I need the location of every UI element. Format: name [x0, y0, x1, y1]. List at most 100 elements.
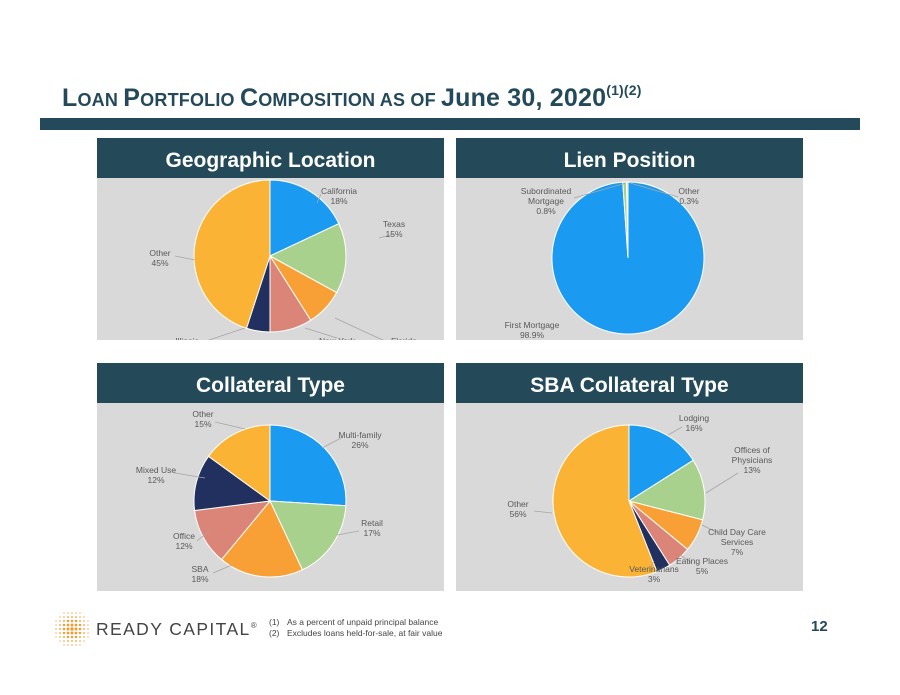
- lien-position-panel: Lien Position First Mortgage 98.9% Subordi…: [456, 138, 803, 340]
- logo-dot: [70, 635, 74, 639]
- logo-dot: [70, 639, 74, 643]
- logo-dot: [75, 612, 77, 614]
- logo-dot: [78, 627, 82, 631]
- logo-dot: [55, 636, 57, 638]
- leader-line: [629, 182, 679, 198]
- title-footnote-refs: (1)(2): [606, 82, 642, 98]
- logo-dot: [74, 619, 78, 623]
- collateral-type-pie: Multi-family 26% Retail 17% SBA 18% Office 12% M…: [136, 409, 383, 584]
- slice-label-eating-places: Eating Places 5%: [676, 556, 728, 576]
- slice-label-illinois: Illinois5%: [175, 336, 199, 340]
- logo-dot: [70, 619, 74, 623]
- logo-dot: [63, 640, 65, 642]
- logo-dot: [87, 620, 89, 622]
- logo-dot: [59, 636, 61, 638]
- leader-line: [573, 182, 627, 199]
- logo-dot: [83, 636, 85, 638]
- logo-dot: [78, 635, 82, 639]
- panel-title: SBA Collateral Type: [456, 363, 803, 409]
- logo-dot: [83, 616, 85, 618]
- title-rule: [40, 118, 860, 130]
- logo-dot: [83, 632, 85, 634]
- logo-dot: [79, 644, 81, 646]
- pie-slice-other: [626, 181, 629, 259]
- logo-dot: [62, 623, 66, 627]
- footnote: (1) As a percent of unpaid principal bala…: [269, 617, 439, 627]
- slice-label-office: Office 12%: [173, 531, 195, 551]
- logo-dot: [82, 627, 86, 631]
- logo-dot: [58, 627, 62, 631]
- panel-title: Geographic Location: [97, 138, 444, 184]
- logo-dots-icon: [55, 612, 89, 646]
- logo-dot: [62, 631, 66, 635]
- logo-dot: [71, 612, 73, 614]
- slice-label-new-york: New York9%: [319, 336, 356, 340]
- panel-title: Collateral Type: [97, 363, 444, 409]
- pie-slice-texas: [268, 222, 347, 294]
- slice-label-florida: Florida8%: [391, 336, 417, 340]
- logo-dot: [87, 636, 89, 638]
- logo-dot: [70, 631, 74, 635]
- logo-dot: [55, 628, 57, 630]
- slice-label-california: California 18%: [321, 186, 357, 206]
- leader-line: [304, 327, 338, 339]
- chart-area: Lodging 16% Offices of Physicians 13% Child D…: [456, 403, 803, 591]
- sba-collateral-type-pie: Lodging 16% Offices of Physicians 13% Child D…: [507, 413, 772, 584]
- chart-area: Multi-family 26% Retail 17% SBA 18% Office 12% M…: [97, 403, 444, 591]
- slice-label-other: Other 0.3%: [678, 186, 699, 206]
- panel-title: Lien Position: [456, 138, 803, 184]
- logo-dot: [59, 640, 61, 642]
- pie-slice-lodging: [628, 424, 694, 502]
- slice-label-subordinated-mortgage: Subordinated Mortgage 0.8%: [521, 186, 572, 216]
- leader-line: [679, 554, 693, 564]
- logo-dot: [75, 616, 77, 618]
- pie-slice-retail: [269, 500, 347, 571]
- logo-dot: [83, 624, 85, 626]
- footnotes: (1) As a percent of unpaid principal bala…: [269, 617, 442, 639]
- logo-dot: [74, 623, 78, 627]
- slice-label-other: Other 56%: [507, 499, 528, 519]
- leader-line: [174, 255, 196, 261]
- leader-line: [705, 472, 739, 494]
- logo-dot: [78, 631, 82, 635]
- pie-slice-other: [552, 424, 658, 578]
- logo-dot: [66, 631, 70, 635]
- leader-line: [214, 421, 246, 430]
- logo-dot: [75, 644, 77, 646]
- logo-dot: [67, 640, 69, 642]
- pie-slice-sba: [220, 500, 304, 578]
- geographic-location-panel: Geographic Location California 18% Texas 15…: [97, 138, 444, 340]
- logo-dot: [87, 628, 89, 630]
- logo-dot: [63, 616, 65, 618]
- leader-line: [336, 530, 360, 536]
- logo-dot: [78, 619, 82, 623]
- slice-label-child-day-care-services: Child Day Care Services 7%: [708, 527, 766, 557]
- logo-dot: [67, 616, 69, 618]
- leader-line: [649, 560, 655, 570]
- logo-dot: [70, 627, 74, 631]
- sba-collateral-type-panel: SBA Collateral Type Lodging 16% Offices of…: [456, 363, 803, 591]
- logo-dot: [79, 640, 81, 642]
- pie-slice-other: [207, 424, 271, 502]
- chart-area: First Mortgage 98.9% Subordinated Mortgage 0…: [456, 178, 803, 340]
- slice-label-mixed-use: Mixed Use 12%: [136, 465, 176, 485]
- slice-label-veterinarians: Veterinarians 3%: [629, 564, 679, 584]
- logo-dot: [67, 644, 69, 646]
- leader-line: [316, 193, 322, 204]
- logo-dot: [62, 627, 66, 631]
- leader-line: [533, 510, 553, 514]
- logo-dot: [63, 612, 65, 614]
- slice-label-sba: SBA 18%: [191, 564, 208, 584]
- logo-dot: [66, 635, 70, 639]
- logo-dot: [87, 624, 89, 626]
- slice-label-retail: Retail 17%: [361, 518, 383, 538]
- collateral-type-panel: Collateral Type Multi-family 26% Retail 17%…: [97, 363, 444, 591]
- leader-line: [378, 233, 395, 239]
- leader-line: [334, 317, 384, 340]
- logo-dot: [62, 635, 66, 639]
- page-title: Loan Portfolio Composition as of June 30…: [62, 82, 642, 112]
- logo-dot: [83, 620, 85, 622]
- logo-dot: [63, 644, 65, 646]
